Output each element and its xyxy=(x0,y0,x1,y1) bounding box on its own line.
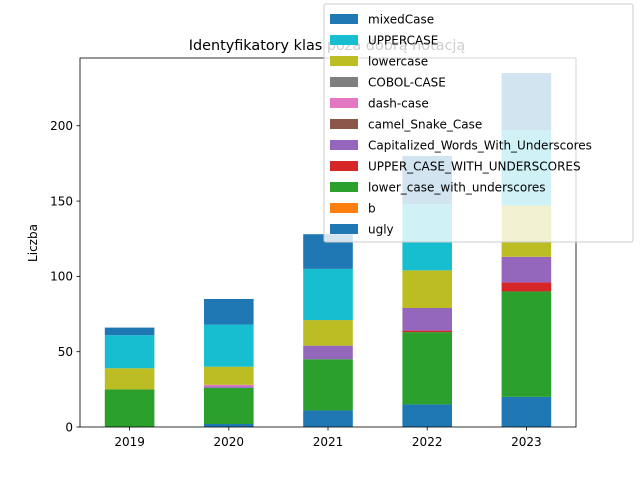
legend-label: COBOL-CASE xyxy=(368,76,446,90)
legend-swatch xyxy=(330,77,358,87)
x-tick-label: 2023 xyxy=(511,435,542,449)
bar-segment-2020-6 xyxy=(204,384,254,387)
legend-label: camel_Snake_Case xyxy=(368,118,482,132)
bar-segment-2020-4 xyxy=(204,386,254,388)
legend-label: UPPERCASE xyxy=(368,34,438,48)
legend-label: ugly xyxy=(368,223,394,237)
y-tick-label: 150 xyxy=(50,194,73,208)
bar-segment-2019-9 xyxy=(104,335,155,369)
bar-segment-2023-2 xyxy=(501,291,552,397)
axes-group: 0 50 100 150 200 2019 2020 2021 2022 2023 xyxy=(50,57,577,449)
legend-swatch xyxy=(330,140,358,150)
y-tick-label: 0 xyxy=(65,420,73,434)
bar-segment-2022-8 xyxy=(402,270,452,309)
bar-segment-2019-8 xyxy=(104,368,155,390)
legend-swatch xyxy=(330,56,358,66)
bar-segment-2022-0 xyxy=(402,404,452,427)
legend-label: UPPER_CASE_WITH_UNDERSCORES xyxy=(368,160,581,174)
y-tick-label: 200 xyxy=(50,119,73,133)
legend-swatch xyxy=(330,119,358,129)
y-tick-label: 50 xyxy=(58,345,73,359)
legend-swatch xyxy=(330,14,358,24)
x-tick-label: 2021 xyxy=(313,435,344,449)
bar-segment-2021-2 xyxy=(303,359,353,411)
bar-segment-2019-2 xyxy=(104,389,155,427)
y-tick-label: 100 xyxy=(50,270,73,284)
x-tick-label: 2022 xyxy=(412,435,443,449)
x-tick-label: 2019 xyxy=(114,435,145,449)
bar-segment-2021-0 xyxy=(303,410,353,427)
bar-segment-2020-9 xyxy=(204,324,254,367)
bar-segment-2020-10 xyxy=(204,298,254,325)
bar-segment-2020-2 xyxy=(204,387,254,424)
legend-swatch xyxy=(330,203,358,213)
bar-segment-2023-0 xyxy=(501,396,552,427)
bar-segment-2021-8 xyxy=(303,320,353,346)
bar-segment-2023-3 xyxy=(501,282,552,292)
y-axis-label: Liczba xyxy=(26,224,40,262)
bar-segment-2021-9 xyxy=(303,268,353,321)
legend-label: Capitalized_Words_With_Underscores xyxy=(368,139,592,153)
legend-label: lowercase xyxy=(368,55,428,69)
legend-swatch xyxy=(330,98,358,108)
legend-label: dash-case xyxy=(368,97,429,111)
legend-box xyxy=(323,3,634,243)
bar-segment-2019-10 xyxy=(104,327,155,336)
bar-segment-2022-3 xyxy=(402,330,452,333)
bar-segment-2020-0 xyxy=(204,423,254,427)
bar-segment-2023-4 xyxy=(501,256,552,283)
x-tick-label: 2020 xyxy=(214,435,245,449)
legend-swatch xyxy=(330,35,358,45)
bar-segment-2020-8 xyxy=(204,366,254,385)
bar-segment-2022-4 xyxy=(402,308,452,331)
legend-label: b xyxy=(368,202,376,216)
legend-label: lower_case_with_underscores xyxy=(368,181,546,195)
bar-segment-2022-2 xyxy=(402,332,452,405)
legend: mixedCase UPPERCASE lowercase COBOL-CASE das… xyxy=(323,3,634,243)
legend-swatch xyxy=(330,182,358,192)
legend-swatch xyxy=(330,224,358,234)
legend-swatch xyxy=(330,161,358,171)
bar-segment-2021-4 xyxy=(303,345,353,360)
legend-label: mixedCase xyxy=(368,13,434,27)
